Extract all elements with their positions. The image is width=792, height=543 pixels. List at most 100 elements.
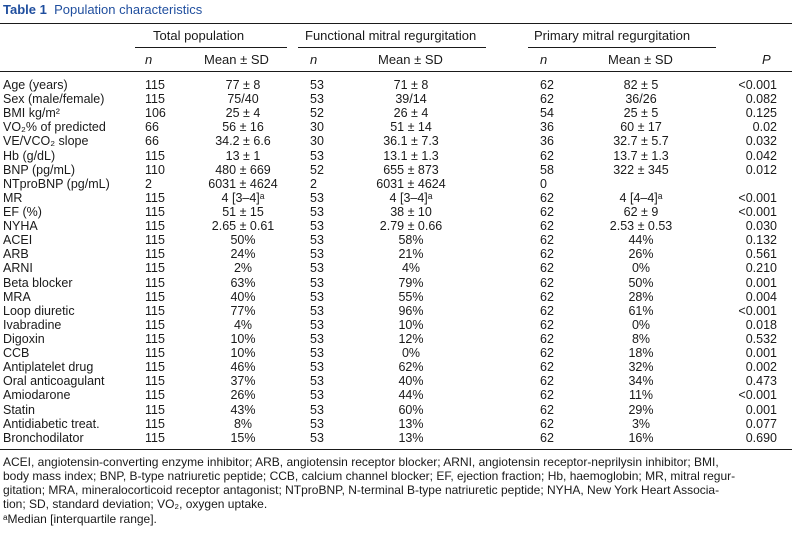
cell-p-value: 0.125 (745, 106, 777, 121)
cell-primary-n: 62 (540, 148, 554, 163)
cell-p-value: 0.02 (752, 120, 777, 135)
subheader-total-mean: Mean ± SD (204, 52, 269, 67)
cell-total-mean: 10% (230, 346, 256, 361)
cell-total-n: 115 (145, 388, 165, 403)
cell-total-n: 115 (145, 416, 165, 431)
group-rule-functional (298, 47, 486, 48)
header-total: Total population (153, 28, 245, 43)
table-row: Digoxin 115 10% 53 12% 62 8% 0.532 (0, 332, 792, 346)
cell-functional-n: 53 (310, 219, 324, 234)
cell-row-label: Antiplatelet drug (3, 360, 94, 375)
cell-total-n: 115 (145, 190, 165, 205)
cell-functional-mean: 655 ± 873 (383, 162, 439, 177)
cell-row-label: EF (%) (3, 204, 42, 219)
cell-functional-mean: 40% (398, 374, 424, 389)
cell-primary-mean: 26% (628, 247, 654, 262)
table-row: VE/VCO₂ slope 66 34.2 ± 6.6 30 36.1 ± 7.3 36 3… (0, 134, 792, 148)
cell-functional-mean: 71 ± 8 (393, 78, 429, 92)
cell-functional-mean: 39/14 (395, 92, 427, 107)
table-row: Loop diuretic 115 77% 53 96% 62 61% <0.001 (0, 304, 792, 318)
cell-functional-mean: 60% (398, 402, 424, 417)
cell-functional-mean: 0% (401, 346, 421, 361)
cell-primary-mean: 36/26 (625, 92, 657, 107)
cell-p-value: 0.077 (745, 416, 777, 431)
cell-functional-n: 53 (310, 275, 324, 290)
cell-row-label: Hb (g/dL) (3, 148, 56, 163)
cell-row-label: Sex (male/female) (3, 92, 105, 107)
cell-functional-n: 53 (310, 148, 324, 163)
cell-primary-n: 62 (540, 360, 554, 375)
cell-primary-mean: 13.7 ± 1.3 (613, 148, 669, 163)
cell-primary-mean: 2.53 ± 0.53 (609, 219, 673, 234)
cell-primary-n: 62 (540, 190, 554, 205)
cell-primary-mean: 82 ± 5 (623, 78, 659, 92)
table-row: Beta blocker 115 63% 53 79% 62 50% 0.001 (0, 276, 792, 290)
cell-total-n: 66 (145, 120, 159, 135)
cell-total-mean: 6031 ± 4624 (208, 176, 278, 191)
cell-total-mean: 56 ± 16 (222, 120, 264, 135)
cell-primary-n: 58 (540, 162, 554, 177)
cell-total-mean: 34.2 ± 6.6 (215, 134, 271, 149)
cell-row-label: CCB (3, 346, 30, 361)
footnote-line-4: tion; SD, standard deviation; VO₂, oxyge… (3, 497, 268, 511)
cell-functional-n: 53 (310, 317, 324, 332)
cell-row-label: Statin (3, 402, 35, 417)
cell-functional-mean: 58% (398, 233, 424, 248)
cell-total-mean: 50% (230, 233, 256, 248)
cell-primary-n: 36 (540, 120, 554, 135)
cell-row-label: Loop diuretic (3, 303, 75, 318)
cell-total-n: 115 (145, 233, 165, 248)
table-row: Amiodarone 115 26% 53 44% 62 11% <0.001 (0, 388, 792, 402)
cell-primary-mean: 25 ± 5 (623, 106, 659, 121)
cell-functional-mean: 12% (398, 331, 424, 346)
table-row: BMI kg/m² 106 25 ± 4 52 26 ± 4 54 25 ± 5 0.125 (0, 106, 792, 120)
cell-functional-n: 53 (310, 247, 324, 262)
cell-row-label: NTproBNP (pg/mL) (3, 176, 110, 191)
cell-p-value: 0.001 (745, 346, 777, 361)
subheader-p-value: P (762, 52, 771, 67)
cell-total-n: 115 (145, 148, 165, 163)
cell-row-label: VO₂% of predicted (3, 120, 106, 135)
cell-primary-mean: 44% (628, 233, 654, 248)
cell-functional-mean: 4% (401, 261, 421, 276)
footnote-median: ᵃMedian [interquartile range]. (3, 512, 157, 526)
cell-total-n: 115 (145, 204, 165, 219)
cell-functional-n: 53 (310, 261, 324, 276)
cell-total-mean: 77 ± 8 (225, 78, 261, 92)
cell-functional-n: 30 (310, 120, 324, 135)
table-row: Antiplatelet drug 115 46% 53 62% 62 32% 0.002 (0, 360, 792, 374)
cell-functional-n: 53 (310, 204, 324, 219)
cell-total-n: 66 (145, 134, 159, 149)
cell-p-value: 0.532 (745, 331, 777, 346)
cell-total-mean: 26% (230, 388, 256, 403)
cell-functional-mean: 21% (398, 247, 424, 262)
cell-functional-n: 53 (310, 78, 324, 92)
cell-primary-mean: 50% (628, 275, 654, 290)
cell-functional-mean: 62% (398, 360, 424, 375)
table-row: CCB 115 10% 53 0% 62 18% 0.001 (0, 346, 792, 360)
header-primary: Primary mitral regurgitation (534, 28, 691, 43)
table-row: Bronchodilator 115 15% 53 13% 62 16% 0.690 (0, 431, 792, 445)
cell-total-mean: 37% (230, 374, 256, 389)
cell-functional-n: 53 (310, 388, 324, 403)
table-row: VO₂% of predicted 66 56 ± 16 30 51 ± 14 36 60 … (0, 120, 792, 134)
cell-total-mean: 4% (233, 317, 253, 332)
cell-primary-n: 62 (540, 219, 554, 234)
cell-primary-mean: 32% (628, 360, 654, 375)
subheader-primary-n: n (540, 52, 548, 67)
cell-functional-mean: 4 [3–4]ᵃ (389, 190, 433, 205)
cell-total-mean: 25 ± 4 (225, 106, 261, 121)
cell-primary-n: 62 (540, 233, 554, 248)
table-row: BNP (pg/mL) 110 480 ± 669 52 655 ± 873 58 322 … (0, 163, 792, 177)
cell-p-value: 0.690 (745, 430, 777, 445)
table-row: ARNI 115 2% 53 4% 62 0% 0.210 (0, 261, 792, 275)
cell-primary-n: 62 (540, 331, 554, 346)
cell-total-n: 115 (145, 346, 165, 361)
cell-p-value: 0.001 (745, 402, 777, 417)
header-functional: Functional mitral regurgitation (305, 28, 477, 43)
cell-row-label: BMI kg/m² (3, 106, 60, 121)
cell-total-mean: 43% (230, 402, 256, 417)
cell-total-n: 115 (145, 219, 165, 234)
cell-primary-mean: 0% (631, 317, 651, 332)
table-row: NTproBNP (pg/mL) 2 6031 ± 4624 2 6031 ± 4624… (0, 177, 792, 191)
